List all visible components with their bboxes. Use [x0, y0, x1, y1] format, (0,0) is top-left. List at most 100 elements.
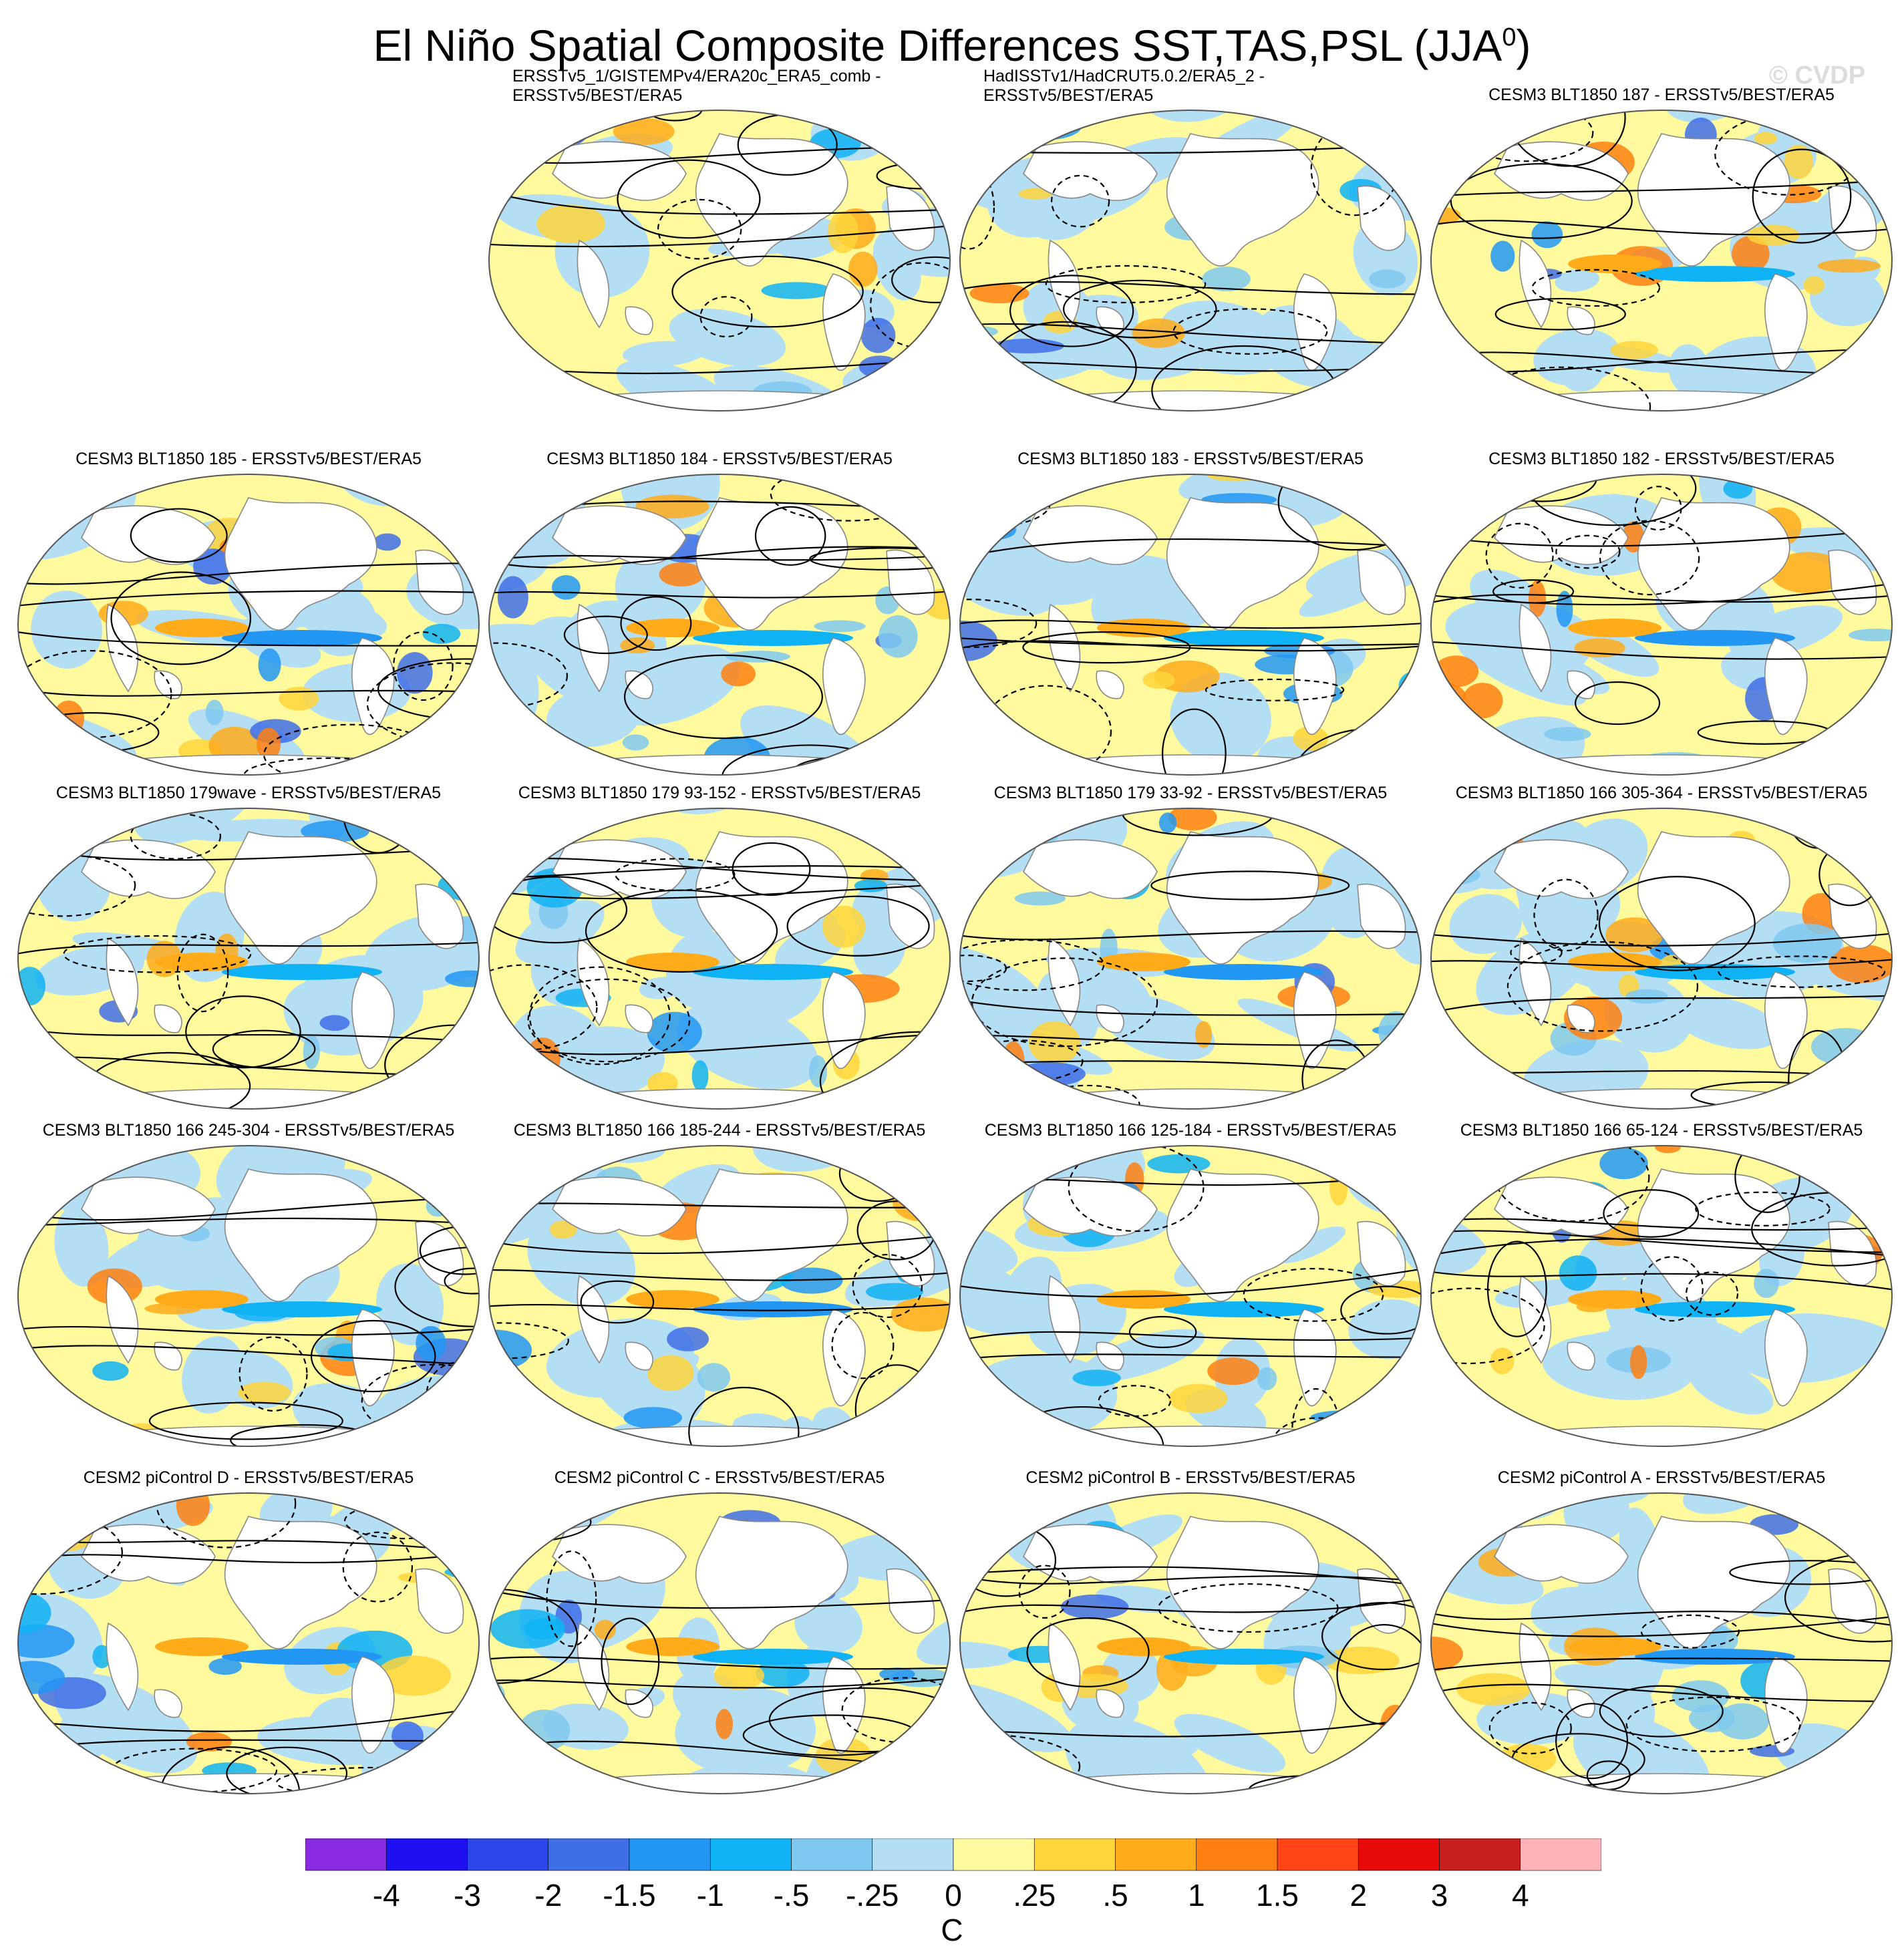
psl-contour: [960, 323, 1421, 345]
continent-outline: [552, 141, 687, 201]
colorbar-tick-label: .25: [1013, 1878, 1056, 1913]
psl-contour: [489, 590, 950, 599]
psl-contour: [960, 619, 1421, 629]
psl-contour: [426, 1361, 479, 1428]
psl-contour: [1488, 1701, 1572, 1755]
psl-contour: [1431, 995, 1892, 1015]
colorbar-units: C: [941, 1913, 963, 1947]
psl-contour: [18, 1705, 479, 1732]
psl-contour: [18, 1027, 479, 1043]
global-map: [959, 110, 1422, 412]
continent-outline: [1048, 1275, 1081, 1364]
psl-contour: [18, 1196, 479, 1221]
colorbar-tick-label: .5: [1102, 1878, 1128, 1913]
colorbar-tick-label: -3: [454, 1878, 481, 1913]
panel-title-line: CESM3 BLT1850 183 - ERSSTv5/BEST/ERA5: [1017, 450, 1364, 468]
psl-contour: [1172, 308, 1328, 355]
psl-contour: [489, 964, 598, 1051]
map-panel: CESM3 BLT1850 187 - ERSSTv5/BEST/ERA5: [1428, 67, 1895, 414]
psl-contour: [18, 687, 479, 697]
continent-outline: [351, 637, 395, 736]
continent-outline: [695, 133, 848, 267]
continent-outline: [625, 1004, 653, 1033]
continent-outline: [1519, 937, 1552, 1027]
psl-contour: [1431, 932, 1892, 947]
panel-title-line: CESM2 piControl D - ERSSTv5/BEST/ERA5: [83, 1468, 414, 1487]
psl-contour: [1205, 678, 1345, 701]
psl-contour: [960, 955, 1007, 983]
continent-outline: [154, 1689, 182, 1718]
psl-contour: [1431, 594, 1892, 605]
continent-outline: [577, 937, 610, 1027]
psl-contour: [563, 615, 648, 655]
colorbar-swatch: [629, 1838, 711, 1871]
psl-contour: [489, 1677, 950, 1689]
panel-title: CESM2 piControl A - ERSSTv5/BEST/ERA5: [1421, 1468, 1902, 1488]
panel-title: CESM2 piControl B - ERSSTv5/BEST/ERA5: [950, 1468, 1431, 1488]
map-panel: CESM3 BLT1850 184 - ERSSTv5/BEST/ERA5: [486, 431, 953, 778]
continent-outline: [81, 839, 216, 899]
psl-contour: [1752, 148, 1852, 244]
psl-contour: [546, 1550, 597, 1647]
continent-outline: [1828, 185, 1877, 251]
continent-outline: [1023, 141, 1158, 201]
continent-outline: [1048, 1622, 1081, 1711]
psl-contour: [489, 1589, 950, 1609]
panel-title: CESM2 piControl C - ERSSTv5/BEST/ERA5: [479, 1468, 960, 1488]
colorbar-tick-label: 0: [945, 1878, 962, 1913]
continent-outline: [822, 637, 866, 736]
psl-contour: [768, 1687, 950, 1753]
map-panel: CESM3 BLT1850 179 93-152 - ERSSTv5/BEST/…: [486, 765, 953, 1112]
psl-contour: [646, 110, 703, 122]
panel-title-line: CESM3 BLT1850 166 245-304 - ERSSTv5/BEST…: [42, 1121, 455, 1140]
continent-outline: [106, 937, 139, 1027]
psl-contour: [1718, 955, 1886, 988]
psl-contour: [489, 546, 950, 568]
psl-contour: [620, 596, 692, 651]
psl-contour: [960, 808, 1053, 846]
continent-outline: [886, 185, 935, 251]
panel-title-line: CESM3 BLT1850 166 65-124 - ERSSTv5/BEST/…: [1460, 1121, 1863, 1140]
psl-contour: [1431, 1218, 1892, 1231]
colorbar-swatch: [1196, 1838, 1278, 1871]
continent-outline: [886, 1568, 935, 1634]
continent-outline: [1567, 670, 1595, 699]
psl-contour: [960, 1597, 1421, 1615]
psl-contour: [1695, 1191, 1831, 1227]
panel-title-line: CESM3 BLT1850 184 - ERSSTv5/BEST/ERA5: [546, 450, 893, 468]
panel-title-line: CESM2 piControl C - ERSSTv5/BEST/ERA5: [554, 1468, 885, 1487]
global-map: [1430, 808, 1893, 1110]
psl-contour: [489, 190, 950, 215]
colorbar-swatches: [305, 1838, 1601, 1871]
psl-contour: [891, 1146, 950, 1155]
colorbar-tick-label: -2: [534, 1878, 563, 1913]
map-panel: CESM3 BLT1850 166 185-244 - ERSSTv5/BEST…: [486, 1102, 953, 1450]
global-map: [488, 1492, 951, 1794]
continent-outline: [1519, 1275, 1552, 1364]
psl-contour: [819, 1031, 950, 1109]
map-panel: ERSSTv5_1/GISTEMPv4/ERA20c_ERA5_comb - ER…: [486, 67, 953, 414]
psl-contour: [1431, 1615, 1892, 1637]
psl-contour: [1018, 1565, 1071, 1619]
psl-contour: [960, 1331, 1421, 1342]
psl-contour: [393, 631, 454, 701]
continent-outline: [224, 831, 377, 965]
global-map: [1430, 474, 1893, 776]
continent-outline: [625, 670, 653, 699]
psl-contour: [342, 1531, 414, 1603]
map-panel: CESM3 BLT1850 179wave - ERSSTv5/BEST/ERA…: [15, 765, 482, 1112]
continent-outline: [106, 603, 139, 693]
map-panel: CESM3 BLT1850 182 - ERSSTv5/BEST/ERA5: [1428, 431, 1895, 778]
psl-contour: [960, 1574, 1421, 1585]
panel-title: ERSSTv5_1/GISTEMPv4/ERA20c_ERA5_comb - ER…: [512, 67, 953, 106]
psl-contour: [489, 882, 950, 900]
panel-title: CESM3 BLT1850 166 65-124 - ERSSTv5/BEST/…: [1421, 1121, 1902, 1140]
continent-outline: [1048, 239, 1081, 329]
global-map: [488, 474, 951, 776]
psl-contour: [754, 506, 826, 566]
psl-contour: [831, 1311, 895, 1379]
continent-outline: [1096, 1689, 1124, 1718]
map-panel: HadISSTv1/HadCRUT5.0.2/ERA5_2 - ERSSTv5/B…: [957, 67, 1424, 414]
map-panel: CESM2 piControl B - ERSSTv5/BEST/ERA5: [957, 1450, 1424, 1797]
psl-contour: [852, 1253, 923, 1318]
